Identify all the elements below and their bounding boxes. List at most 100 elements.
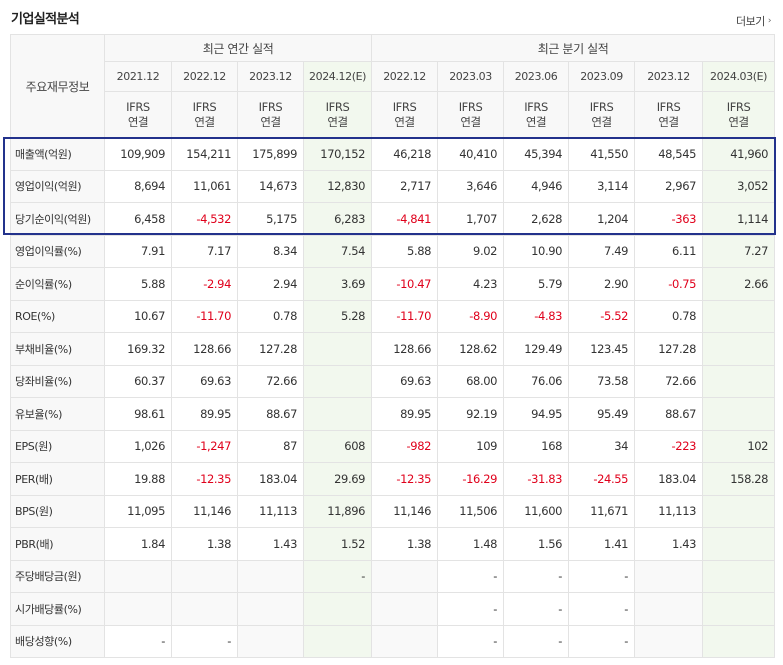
table-cell: 94.95 bbox=[503, 397, 570, 431]
section-header: 기업실적분석 더보기 › bbox=[0, 0, 783, 34]
table-cell bbox=[702, 592, 776, 626]
table-cell: 60.37 bbox=[104, 364, 172, 398]
table-cell: - bbox=[503, 559, 570, 593]
table-cell: 69.63 bbox=[371, 364, 439, 398]
table-cell: 102 bbox=[702, 429, 776, 463]
table-cell: -16.29 bbox=[437, 462, 505, 496]
table-cell: 7.91 bbox=[104, 234, 172, 268]
ifrs-label: IFRS 연결 bbox=[634, 91, 704, 138]
table-cell: 8,694 bbox=[104, 169, 172, 203]
row-label: 영업이익(억원) bbox=[10, 169, 105, 203]
table-cell: 11,113 bbox=[634, 494, 704, 528]
table-cell: 34 bbox=[568, 429, 636, 463]
more-link[interactable]: 더보기 › bbox=[736, 13, 772, 29]
table-cell: 123.45 bbox=[568, 332, 636, 366]
table-cell: 2,967 bbox=[634, 169, 704, 203]
table-cell: - bbox=[568, 592, 636, 626]
table-cell: 3.69 bbox=[302, 267, 373, 301]
table-cell: 1.38 bbox=[171, 527, 238, 561]
table-cell: 5.88 bbox=[371, 234, 439, 268]
table-cell: 158.28 bbox=[702, 462, 776, 496]
table-cell: 7.17 bbox=[171, 234, 238, 268]
ifrs-standard: IFRS bbox=[458, 99, 483, 114]
table-cell: 127.28 bbox=[634, 332, 704, 366]
table-cell: 10.90 bbox=[503, 234, 570, 268]
table-cell: 11,095 bbox=[104, 494, 172, 528]
table-cell: -2.94 bbox=[171, 267, 238, 301]
table-cell: 48,545 bbox=[634, 137, 704, 171]
ifrs-standard: IFRS bbox=[126, 99, 150, 114]
period-header: 2024.03(E) bbox=[702, 61, 776, 92]
table-cell: 183.04 bbox=[237, 462, 304, 496]
row-label: 부채비율(%) bbox=[10, 332, 105, 366]
group-header-quarter: 최근 분기 실적 bbox=[371, 34, 776, 62]
row-label: BPS(원) bbox=[10, 494, 105, 528]
table-cell: 170,152 bbox=[302, 137, 373, 171]
table-cell: - bbox=[104, 624, 172, 658]
table-cell bbox=[302, 364, 373, 398]
ifrs-label: IFRS 연결 bbox=[302, 91, 373, 138]
table-cell bbox=[634, 592, 704, 626]
table-cell: 72.66 bbox=[237, 364, 304, 398]
ifrs-standard: IFRS bbox=[589, 99, 614, 114]
ifrs-standard: IFRS bbox=[325, 99, 350, 114]
table-cell: 73.58 bbox=[568, 364, 636, 398]
table-cell: 2.90 bbox=[568, 267, 636, 301]
table-cell: - bbox=[437, 592, 505, 626]
table-cell: 2,717 bbox=[371, 169, 439, 203]
row-label: 당좌비율(%) bbox=[10, 364, 105, 398]
row-label: 배당성향(%) bbox=[10, 624, 105, 658]
table-cell: 1.38 bbox=[371, 527, 439, 561]
section-title: 기업실적분석 bbox=[11, 12, 80, 27]
table-cell: 11,061 bbox=[171, 169, 238, 203]
table-cell: - bbox=[568, 624, 636, 658]
table-cell: 1.48 bbox=[437, 527, 505, 561]
table-cell: 9.02 bbox=[437, 234, 505, 268]
table-cell: 29.69 bbox=[302, 462, 373, 496]
table-cell: 98.61 bbox=[104, 397, 172, 431]
period-header: 2024.12(E) bbox=[302, 61, 373, 92]
ifrs-consolidated: 연결 bbox=[327, 114, 348, 129]
ifrs-consolidated: 연결 bbox=[260, 114, 281, 129]
period-header: 2021.12 bbox=[104, 61, 172, 92]
ifrs-standard: IFRS bbox=[656, 99, 681, 114]
table-cell: 4,946 bbox=[503, 169, 570, 203]
table-cell bbox=[237, 559, 304, 593]
row-label: 유보율(%) bbox=[10, 397, 105, 431]
table-cell: 2.66 bbox=[702, 267, 776, 301]
table-cell: -4.83 bbox=[503, 299, 570, 333]
ifrs-label: IFRS 연결 bbox=[702, 91, 776, 138]
table-cell: 1.41 bbox=[568, 527, 636, 561]
table-cell: 169.32 bbox=[104, 332, 172, 366]
table-row: 순이익률(%) 5.88 -2.94 2.94 3.69 -10.47 4.23 5.79 2.… bbox=[10, 267, 776, 301]
table-cell: 154,211 bbox=[171, 137, 238, 171]
table-cell: - bbox=[503, 624, 570, 658]
row-label: EPS(원) bbox=[10, 429, 105, 463]
table-row: 부채비율(%) 169.32 128.66 127.28 128.66 128.62 129… bbox=[10, 332, 776, 366]
table-cell: 1.43 bbox=[237, 527, 304, 561]
table-cell bbox=[371, 592, 439, 626]
table-cell: 3,114 bbox=[568, 169, 636, 203]
table-cell: 128.66 bbox=[171, 332, 238, 366]
table-cell: 5.79 bbox=[503, 267, 570, 301]
table-cell: 608 bbox=[302, 429, 373, 463]
table-cell: 4.23 bbox=[437, 267, 505, 301]
table-cell: -4,841 bbox=[371, 202, 439, 236]
table-cell: 11,506 bbox=[437, 494, 505, 528]
period-header: 2022.12 bbox=[171, 61, 238, 92]
ifrs-consolidated: 연결 bbox=[525, 114, 547, 129]
row-label: 영업이익률(%) bbox=[10, 234, 105, 268]
table-row: 시가배당률(%) - - - bbox=[10, 592, 776, 626]
table-cell: - bbox=[568, 559, 636, 593]
table-cell: -11.70 bbox=[171, 299, 238, 333]
table-cell bbox=[702, 494, 776, 528]
more-label: 더보기 bbox=[736, 15, 765, 28]
table-cell bbox=[702, 397, 776, 431]
table-cell: 89.95 bbox=[371, 397, 439, 431]
period-header: 2023.03 bbox=[437, 61, 505, 92]
ifrs-standard: IFRS bbox=[258, 99, 283, 114]
ifrs-header-row: IFRS 연결 IFRS 연결 IFRS 연결 IFRS 연결 IFRS 연결 IFRS 연결 IFRS… bbox=[11, 91, 776, 138]
table-cell: 128.66 bbox=[371, 332, 439, 366]
table-cell bbox=[302, 332, 373, 366]
ifrs-standard: IFRS bbox=[192, 99, 217, 114]
